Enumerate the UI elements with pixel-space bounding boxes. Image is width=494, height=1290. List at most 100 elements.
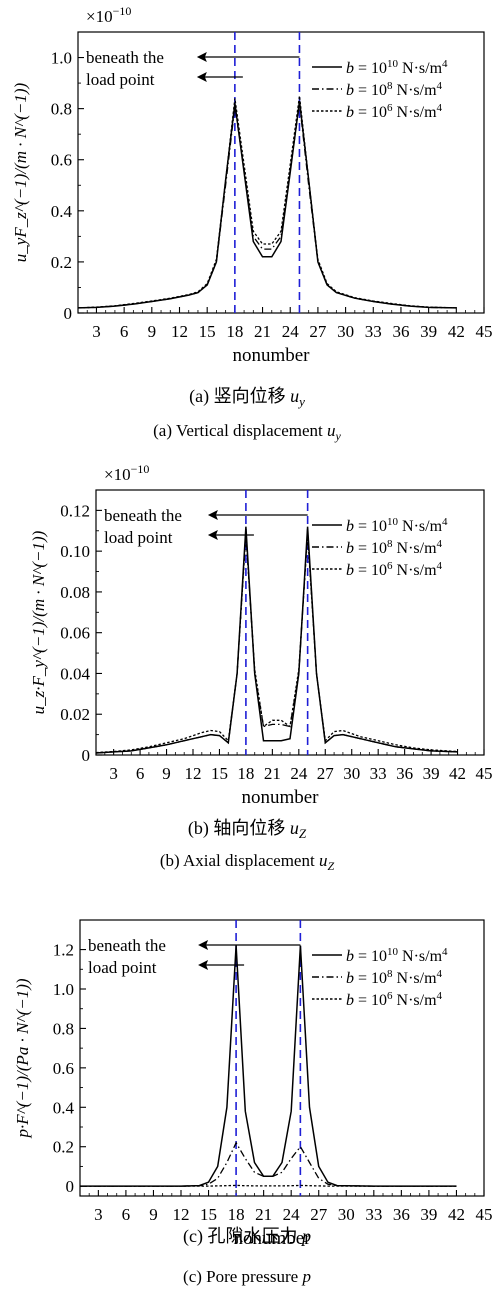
legend-var: b [346,518,354,535]
x-tick-label: 9 [148,322,157,341]
legend-var: b [346,82,354,99]
legend-exp: 8 [387,968,393,980]
x-tick-label: 15 [211,764,228,783]
x-tick-label: 45 [476,764,493,783]
legend-unit-exp: 4 [437,538,443,550]
caption-cn: (a) 竖向位移 uy [189,386,305,409]
legend-exp: 10 [387,516,399,528]
legend-label: b = 108 N·s/m4 [346,538,443,557]
x-axis-label: nonumber [233,1228,311,1249]
annotation-line-2: load point [104,528,173,547]
legend-unit: N·s/m [393,82,438,99]
caption-cn-sub: Z [299,826,307,841]
annotation-arrowhead-2 [207,530,218,540]
legend-eq: = 10 [354,948,387,965]
legend-unit-exp: 4 [437,968,443,980]
y-axis-label: u_z·F_y^(−1)/(m · N^(−1)) [29,530,48,714]
x-tick-label: 33 [365,322,382,341]
legend-exp: 8 [387,538,393,550]
legend-eq: = 10 [354,60,387,77]
series-line-2 [95,530,458,754]
series-line-1 [77,100,457,309]
y-axis-label: u_yF_z^(−1)/(m · N^(−1)) [11,82,30,262]
y-tick-label: 0.2 [51,253,72,272]
y-tick-label: 0.6 [53,1059,74,1078]
y-tick-label: 0.8 [51,100,72,119]
y-tick-label: 0.04 [60,664,90,683]
x-tick-label: 45 [476,322,493,341]
series-line-2 [80,1141,457,1187]
x-tick-label: 3 [109,764,118,783]
legend-exp: 10 [387,946,399,958]
exponent-base: ×10 [104,465,131,484]
x-tick-label: 9 [162,764,171,783]
caption-en-var: u [327,421,336,440]
x-tick-label: 30 [337,322,354,341]
y-tick-label: 1.2 [53,941,74,960]
x-tick-label: 42 [449,764,466,783]
y-tick-label: 0.12 [60,501,90,520]
legend-unit: N·s/m [393,970,438,987]
legend-unit: N·s/m [398,948,443,965]
caption-en-var: u [319,851,328,870]
legend-eq: = 10 [354,540,387,557]
y-tick-label: 0.6 [51,151,72,170]
x-tick-label: 45 [476,1205,493,1224]
x-tick-label: 3 [92,322,101,341]
x-tick-label: 42 [448,322,465,341]
caption-cn-var: u [290,386,299,406]
caption-cn-sub: y [297,394,305,409]
x-tick-label: 9 [149,1205,158,1224]
legend-unit: N·s/m [398,518,443,535]
caption-en-sub: y [335,429,342,443]
caption-cn-var: p [300,1226,311,1246]
x-tick-label: 6 [122,1205,131,1224]
annotation-arrowhead-1 [198,940,209,950]
y-tick-label: 0.08 [60,583,90,602]
legend-var: b [346,540,354,557]
legend-var: b [346,562,354,579]
x-tick-label: 24 [282,322,300,341]
x-tick-label: 36 [393,1205,410,1224]
annotation-arrowhead-1 [196,52,207,62]
legend-label: b = 106 N·s/m4 [346,560,443,579]
legend-unit: N·s/m [393,104,438,121]
legend-unit: N·s/m [393,540,438,557]
caption-cn: (c) 孔隙水压力 p [183,1226,311,1247]
x-axis-label: nonumber [241,787,319,808]
x-tick-label: 12 [173,1205,190,1224]
legend-var: b [346,992,354,1009]
caption-en-sub: Z [327,859,334,873]
legend-exp: 6 [387,102,393,114]
legend-eq: = 10 [354,992,387,1009]
x-tick-label: 30 [343,764,360,783]
series-line-3 [77,95,457,309]
series-line-3 [95,534,458,754]
caption-cn-text: (a) 竖向位移 [189,386,290,407]
x-tick-label: 36 [396,764,413,783]
legend-unit-exp: 4 [437,80,443,92]
annotation-line-1: beneath the [104,506,182,525]
legend-var: b [346,60,354,77]
legend-unit: N·s/m [393,992,438,1009]
x-tick-label: 30 [338,1205,355,1224]
caption-en-text: (b) Axial displacement [160,851,319,870]
annotation-arrowhead-2 [196,72,207,82]
legend-var: b [346,948,354,965]
legend-eq: = 10 [354,104,387,121]
chart-panel-3: 00.20.40.60.81.01.23 6 9 12 15 18 21 24 27 30 33 36… [13,919,493,1286]
legend-unit-exp: 4 [437,102,443,114]
legend-unit-exp: 4 [442,516,448,528]
x-tick-label: 39 [423,764,440,783]
caption-en: (c) Pore pressure p [183,1267,311,1286]
legend-unit-exp: 4 [437,990,443,1002]
legend-exp: 10 [387,58,399,70]
x-tick-label: 21 [255,1205,272,1224]
legend-eq: = 10 [354,518,387,535]
y-tick-label: 0 [64,304,73,323]
caption-cn-text: (b) 轴向位移 [188,818,290,839]
caption-cn-text: (c) 孔隙水压力 [183,1226,302,1247]
annotation-line-2: load point [88,958,157,977]
caption-en: (a) Vertical displacement uy [153,421,341,443]
caption-en-text: (a) Vertical displacement [153,421,327,440]
